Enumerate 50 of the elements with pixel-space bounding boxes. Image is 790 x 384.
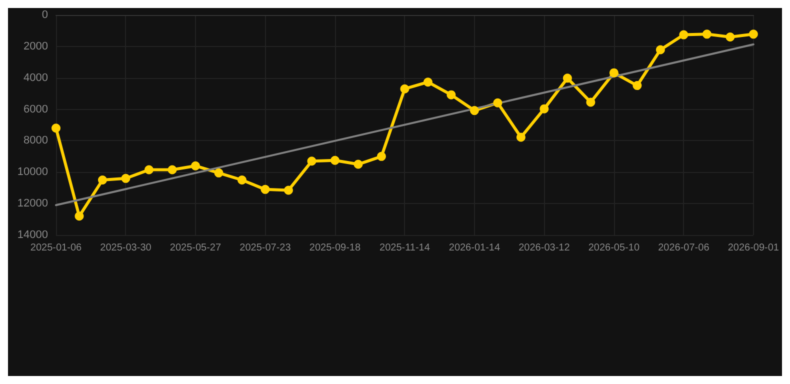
point [98,176,107,184]
point [307,156,316,166]
point [168,165,177,174]
point [214,168,224,178]
point [354,160,363,169]
point [376,152,386,161]
y-tick-label: 2000 [24,40,48,52]
x-tick-label: 2026-03-12 [518,242,570,254]
y-tick-label: 14000 [17,229,48,241]
point [540,104,549,114]
y-tick-label: 6000 [24,103,48,116]
point [423,78,432,87]
point [586,98,596,107]
point [562,74,572,83]
point [330,156,340,165]
point [748,30,758,39]
y-tick-label: 12000 [17,198,48,210]
x-tick-label: 2025-05-27 [170,242,222,254]
x-tick-label: 2026-09-01 [728,242,780,254]
point [190,161,200,170]
point [400,84,410,94]
point [260,184,270,194]
point [144,165,154,174]
x-tick-label: 2025-01-06 [30,242,82,254]
x-tick-label: 2026-01-14 [448,242,500,254]
y-tick-label: 8000 [24,134,48,147]
point [121,174,130,183]
point [237,176,246,184]
point [516,132,526,142]
point [702,30,712,39]
x-tick-label: 2026-07-06 [658,242,710,254]
y-tick-label: 10000 [17,166,48,178]
y-tick-label: 4000 [24,72,48,84]
x-tick-label: 2025-03-30 [100,242,152,254]
point [656,45,665,54]
point [726,32,735,42]
point [679,30,688,40]
point [446,90,456,100]
x-tick-label: 2025-09-18 [309,242,361,254]
y-tick-label: 0 [42,9,48,21]
point [52,124,60,133]
point [632,81,642,90]
x-tick-label: 2026-05-10 [588,242,640,254]
point [284,186,293,195]
point [470,106,479,116]
x-tick-label: 2025-11-14 [380,242,430,254]
x-tick-label: 2025-07-23 [240,242,292,254]
point [609,68,618,78]
point [74,212,84,221]
point [493,98,502,108]
